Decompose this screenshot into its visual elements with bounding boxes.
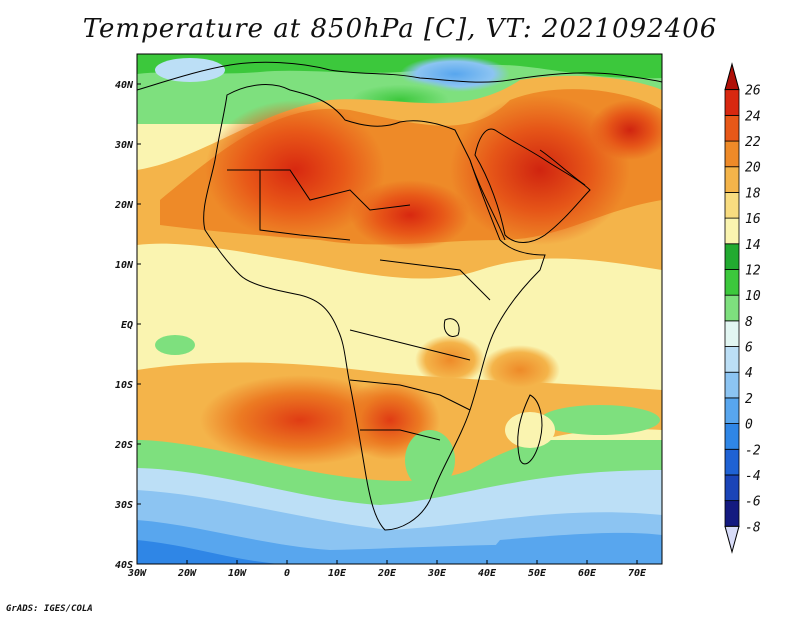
colorbar-cell <box>724 346 740 373</box>
colorbar-level-label: -6 <box>745 495 761 510</box>
colorbar-cell <box>724 474 740 502</box>
temperature-field <box>137 54 662 564</box>
colorbar-level-label: 16 <box>745 212 761 227</box>
lat-tick-label: 20S <box>114 440 133 451</box>
grads-credit: GrADS: IGES/COLA <box>6 604 93 614</box>
colorbar-max-triangle <box>724 62 740 91</box>
colorbar-level-label: 8 <box>745 315 753 330</box>
lat-tick-label: 40N <box>115 80 134 91</box>
lon-tick-label: 30E <box>427 568 447 579</box>
longitude-axis: 30W 20W 10W 0 10E 20E 30E 40E 50E 60E 70E <box>127 560 647 579</box>
map-title: Temperature at 850hPa [C], VT: 202109240… <box>82 14 718 44</box>
colorbar-level-label: 0 <box>745 418 753 433</box>
colorbar-cell <box>724 500 740 527</box>
lat-tick-label: 10S <box>115 380 133 391</box>
colorbar-cell <box>724 243 740 270</box>
colorbar-level-label: 22 <box>745 135 761 150</box>
colorbar-cell <box>724 89 740 116</box>
colorbar-cell <box>724 320 740 347</box>
colorbar-cell <box>724 423 740 450</box>
lon-tick-label: 0 <box>284 568 290 579</box>
lat-tick-label: 20N <box>114 200 134 211</box>
colorbar-level-label: 10 <box>745 289 761 304</box>
lon-tick-label: 20E <box>377 568 397 579</box>
colorbar-cell <box>724 448 740 476</box>
colorbar-level-label: 14 <box>745 238 761 253</box>
lat-tick-label: 30S <box>114 500 133 511</box>
colorbar-cell <box>724 166 740 193</box>
colorbar-level-label: 24 <box>745 109 761 124</box>
colorbar-level-label: 12 <box>745 263 761 278</box>
colorbar-cell <box>724 294 740 322</box>
latitude-axis: 40N 30N 20N 10N EQ 10S 20S 30S 40S <box>114 80 141 571</box>
lat-tick-label: 10N <box>115 260 134 271</box>
colorbar-level-label: 26 <box>745 84 761 99</box>
lon-tick-label: 20W <box>177 568 197 579</box>
lon-tick-label: 40E <box>478 568 497 579</box>
colorbar-level-label: -4 <box>745 469 761 484</box>
map-frame <box>136 53 663 565</box>
lat-tick-label: 30N <box>114 140 134 151</box>
lon-tick-label: 60E <box>578 568 597 579</box>
lat-tick-label: 40S <box>115 560 133 571</box>
colorbar-level-label: -8 <box>745 520 761 535</box>
lon-tick-label: 30W <box>127 568 147 579</box>
colorbar-min-triangle <box>724 525 740 554</box>
colorbar-cell <box>724 269 740 296</box>
colorbar-cell <box>724 371 740 399</box>
colorbar-cell <box>724 397 740 424</box>
lon-tick-label: 10E <box>328 568 347 579</box>
colorbar-level-label: 20 <box>745 161 761 176</box>
colorbar-level-label: -2 <box>745 443 761 458</box>
lon-tick-label: 70E <box>628 568 647 579</box>
lat-tick-label: EQ <box>121 320 133 331</box>
colorbar-cell <box>724 140 740 168</box>
lon-tick-label: 50E <box>528 568 547 579</box>
colorbar-level-label: 4 <box>745 366 753 381</box>
colorbar-cell <box>724 192 740 219</box>
colorbar-level-label: 6 <box>745 341 753 356</box>
colorbar-cell <box>724 114 740 142</box>
coastlines-and-borders <box>137 61 662 531</box>
colorbar-cell <box>724 217 740 245</box>
colorbar-level-label: 2 <box>745 392 753 407</box>
lon-tick-label: 10W <box>228 568 247 579</box>
colorbar-level-label: 18 <box>745 186 761 201</box>
